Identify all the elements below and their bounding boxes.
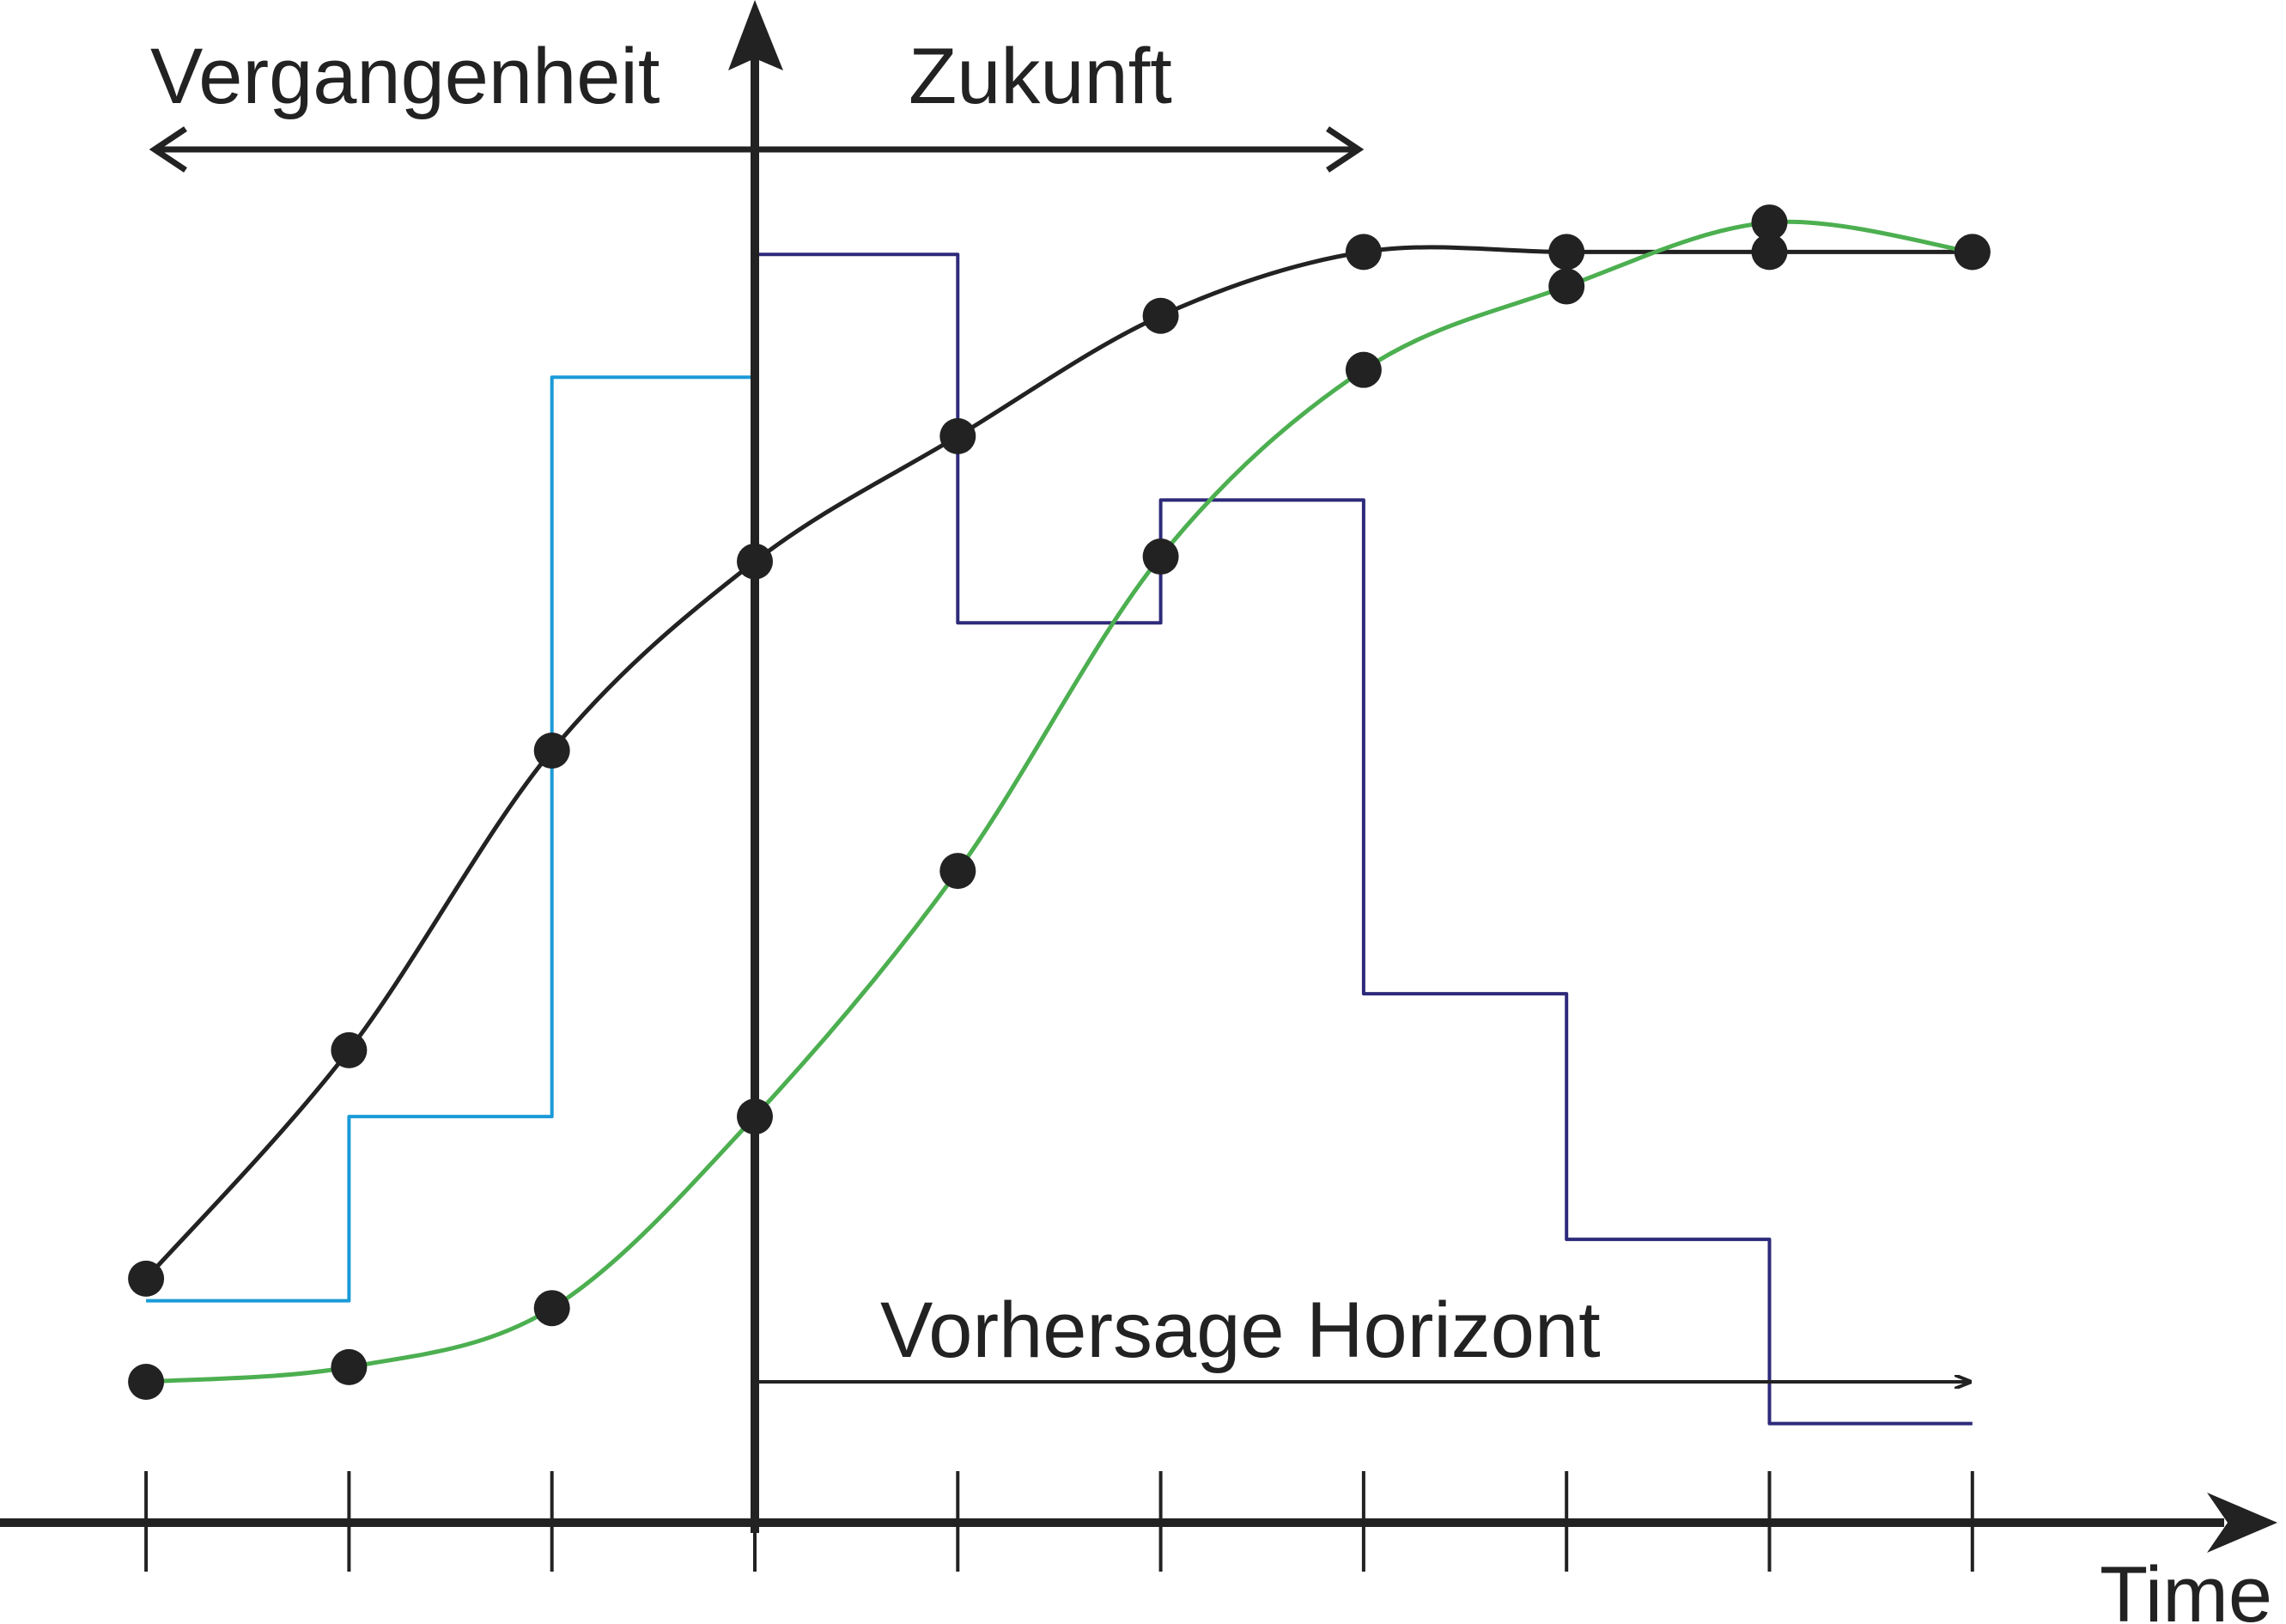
reference-point-4	[939, 417, 976, 454]
horizon-label: Vorhersage Horizont	[880, 1286, 1601, 1374]
input_past-line	[146, 375, 755, 1303]
output-point-4	[939, 853, 976, 890]
output-point-1	[331, 1348, 368, 1385]
reference-line	[144, 245, 1973, 1280]
output-point-3	[737, 1098, 773, 1135]
time-axis-arrowhead	[2207, 1493, 2277, 1553]
reference-point-7	[1548, 234, 1585, 271]
reference-point-5	[1142, 297, 1179, 334]
past-arrowhead	[149, 126, 187, 173]
reference-point-3	[737, 543, 773, 580]
output-point-0	[128, 1364, 165, 1400]
future-label: Zukunft	[909, 33, 1172, 120]
output-point-8	[1751, 204, 1788, 241]
reference-curve	[144, 245, 1973, 1280]
time-axis-label: Time	[2100, 1551, 2272, 1624]
predicted-output-curve	[145, 219, 1973, 1384]
future-arrowhead	[1326, 126, 1365, 173]
output-point-5	[1142, 538, 1179, 575]
reference-point-6	[1345, 234, 1382, 271]
reference-point-2	[533, 732, 570, 769]
future-input-steps	[755, 252, 1973, 1426]
reference-point-8	[1751, 234, 1788, 271]
past-label: Vergangenheit	[150, 33, 660, 120]
reference-point-0	[128, 1260, 165, 1297]
output-point-2	[533, 1290, 570, 1327]
output-point-9	[1954, 234, 1991, 271]
output-point-6	[1345, 351, 1382, 388]
past-input-steps	[146, 375, 755, 1303]
output-line	[145, 219, 1973, 1384]
present-axis-arrowhead	[728, 0, 783, 70]
reference-point-1	[331, 1031, 368, 1068]
data-points	[128, 204, 1991, 1400]
input_future-line	[755, 252, 1973, 1426]
output-point-7	[1548, 268, 1585, 305]
